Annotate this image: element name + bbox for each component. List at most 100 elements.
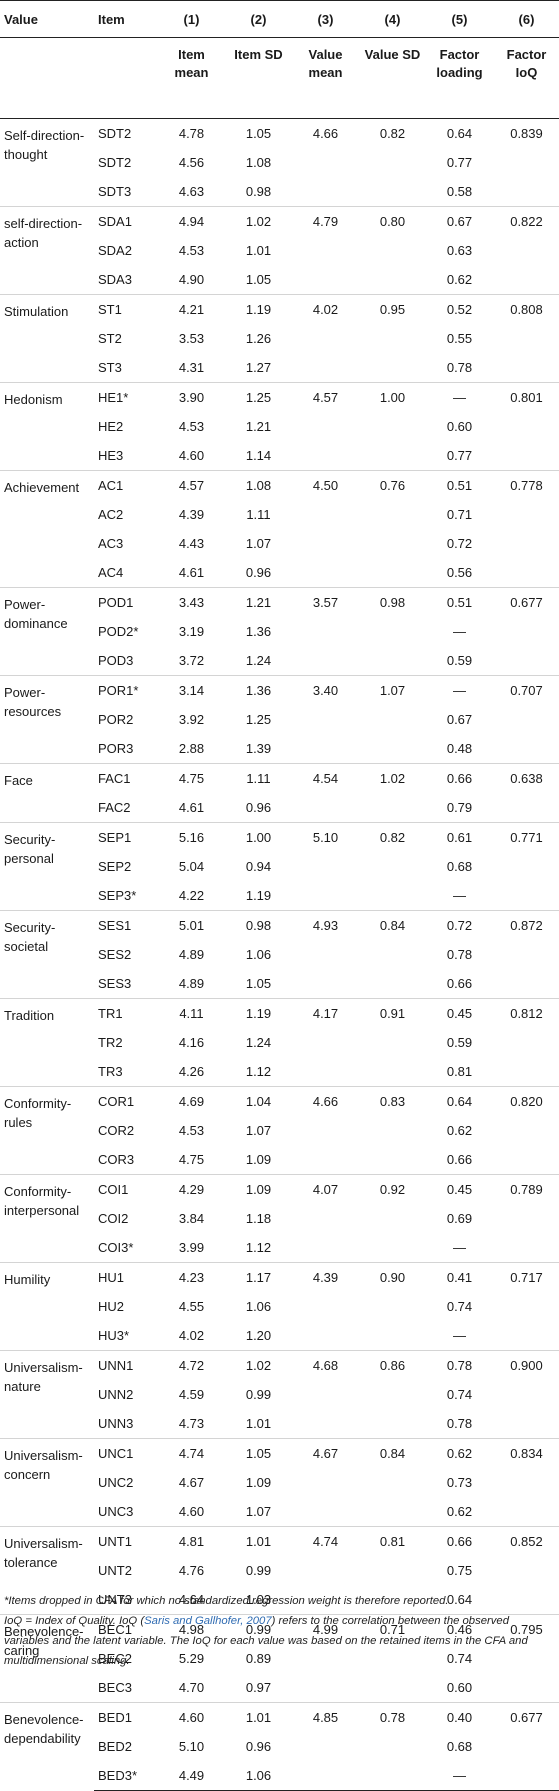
value-name: self-direction-action	[0, 206, 94, 295]
item-sd: 0.97	[245, 1680, 272, 1695]
factor-ioq: 0.717	[493, 1262, 559, 1292]
value-name: Tradition	[0, 998, 94, 1087]
table-row: COR3 4.75 1.09 0.66	[0, 1145, 559, 1175]
factor-ioq	[493, 969, 559, 999]
factor-ioq	[493, 1732, 559, 1761]
value-name: Conformity-rules	[0, 1086, 94, 1175]
value-sd: 0.76	[359, 470, 426, 500]
factor-loading: 0.62	[446, 1123, 473, 1138]
item-code: SDT3	[98, 184, 132, 199]
item-mean: 4.49	[158, 1761, 225, 1791]
factor-ioq: 0.795	[493, 1614, 559, 1644]
item-mean: 4.61	[178, 800, 205, 815]
value-mean: 4.66	[292, 118, 359, 148]
value-mean: 4.99	[292, 1614, 359, 1644]
table-row: AC2 4.39 1.11 0.71	[0, 500, 559, 529]
item-sd: 1.07	[245, 1504, 272, 1519]
item-sd: 1.20	[245, 1328, 272, 1343]
factor-loading: 0.41	[426, 1262, 493, 1292]
item-code: SEP3*	[98, 888, 137, 903]
table-row: self-direction-action SDA1 4.94 1.02 4.79 0.8…	[0, 206, 559, 295]
item-mean: 4.16	[178, 1035, 205, 1050]
value-mean	[292, 324, 359, 353]
item-sd: 0.98	[245, 184, 272, 199]
item-mean: 4.76	[178, 1563, 205, 1578]
table-row: Stimulation ST1 4.21 1.19 4.02 0.95 0.52 0.808	[0, 294, 559, 383]
factor-loading: 0.59	[446, 653, 473, 668]
value-sd: 0.78	[359, 1702, 426, 1732]
factor-loading: 0.45	[426, 998, 493, 1028]
item-sd: 1.05	[245, 976, 272, 991]
factor-ioq	[493, 353, 559, 383]
value-name: Hedonism	[0, 382, 94, 471]
item-code: BED1	[94, 1702, 158, 1732]
footnote-citation-link[interactable]: Saris and Gallhofer, 2007	[144, 1615, 272, 1628]
value-mean	[292, 734, 359, 764]
factor-ioq	[493, 1468, 559, 1497]
factor-ioq: 0.852	[493, 1526, 559, 1556]
item-sd: 1.02	[225, 206, 292, 236]
item-code: COR3	[98, 1152, 135, 1167]
value-sd	[359, 1556, 426, 1585]
factor-ioq	[493, 1028, 559, 1057]
item-mean: 4.59	[178, 1387, 205, 1402]
value-sd	[359, 1321, 426, 1351]
factor-ioq	[493, 881, 559, 911]
table-footnote: *Items dropped in CFA for which no stand…	[4, 1591, 555, 1671]
table-row: HE3 4.60 1.14 0.77	[0, 441, 559, 471]
value-sd	[359, 324, 426, 353]
value-mean: 4.93	[292, 910, 359, 940]
table-row: POD2* 3.19 1.36 —	[0, 617, 559, 646]
value-sd: 0.84	[359, 1438, 426, 1468]
item-mean: 4.81	[158, 1526, 225, 1556]
factor-loading: 0.71	[446, 507, 473, 522]
item-sd: 1.05	[225, 1438, 292, 1468]
table-row: SEP3* 4.22 1.19 —	[0, 881, 559, 911]
item-sd: 1.08	[225, 470, 292, 500]
item-code: POR1*	[94, 675, 158, 705]
value-name: Humility	[0, 1262, 94, 1351]
value-sd: 1.00	[359, 382, 426, 412]
factor-ioq	[493, 705, 559, 734]
factor-ioq	[493, 793, 559, 823]
item-mean: 5.10	[178, 1739, 205, 1754]
item-code: POR2	[98, 712, 134, 727]
item-sd: 1.36	[225, 675, 292, 705]
item-sd: 1.21	[225, 587, 292, 617]
value-sd: 0.98	[359, 587, 426, 617]
item-mean: 4.89	[178, 976, 205, 991]
factor-loading: 0.66	[446, 1152, 473, 1167]
item-mean: 5.04	[178, 859, 205, 874]
factor-loading: 0.59	[446, 1035, 473, 1050]
value-sd: 0.90	[359, 1262, 426, 1292]
value-mean	[292, 1292, 359, 1321]
item-sd: 1.01	[225, 1526, 292, 1556]
table-row: Power-dominance POD1 3.43 1.21 3.57 0.98 0.51 0…	[0, 587, 559, 676]
table-row: HE2 4.53 1.21 0.60	[0, 412, 559, 441]
factor-ioq	[493, 1116, 559, 1145]
factor-loading: 0.79	[446, 800, 473, 815]
value-mean	[292, 1145, 359, 1175]
factor-ioq	[493, 940, 559, 969]
item-sd: 1.17	[225, 1262, 292, 1292]
value-mean	[292, 940, 359, 969]
value-mean	[292, 793, 359, 823]
table-row: POD3 3.72 1.24 0.59	[0, 646, 559, 676]
value-sd	[359, 881, 426, 911]
factor-loading: 0.61	[426, 822, 493, 852]
value-sd	[359, 1497, 426, 1527]
value-name: Benevolence-dependability	[0, 1702, 94, 1791]
value-sd	[359, 705, 426, 734]
factor-loading: —	[453, 888, 466, 903]
table-row: Benevolence-dependability BED1 4.60 1.01 4.8…	[0, 1702, 559, 1791]
factor-loading: 0.68	[446, 1739, 473, 1754]
item-code: COR2	[98, 1123, 135, 1138]
item-sd: 1.09	[245, 1152, 272, 1167]
item-code: SES2	[98, 947, 132, 962]
value-mean: 4.54	[292, 763, 359, 793]
item-mean: 3.84	[178, 1211, 205, 1226]
value-sd: 0.82	[359, 822, 426, 852]
value-sd	[359, 353, 426, 383]
value-mean	[292, 441, 359, 471]
